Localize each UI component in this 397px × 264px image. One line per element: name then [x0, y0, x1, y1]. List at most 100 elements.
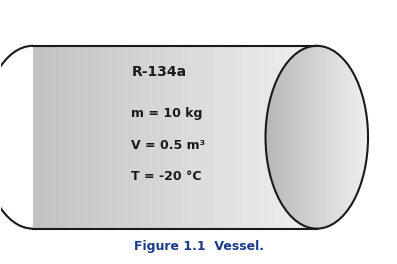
Bar: [100, 46, 104, 229]
Bar: [75, 46, 79, 229]
Bar: [90, 46, 93, 229]
Bar: [278, 46, 281, 229]
Bar: [339, 56, 341, 219]
Bar: [334, 51, 335, 223]
Bar: [356, 81, 358, 194]
Bar: [253, 46, 256, 229]
Bar: [315, 46, 317, 229]
Bar: [33, 46, 37, 229]
Bar: [256, 46, 260, 229]
Bar: [225, 46, 228, 229]
Bar: [40, 46, 44, 229]
Bar: [161, 46, 164, 229]
Bar: [303, 46, 306, 229]
Bar: [207, 46, 210, 229]
Bar: [318, 46, 320, 229]
Bar: [146, 46, 150, 229]
Bar: [303, 49, 305, 226]
Bar: [341, 57, 342, 217]
Bar: [278, 77, 279, 198]
Bar: [249, 46, 253, 229]
Bar: [150, 46, 154, 229]
Bar: [351, 70, 353, 204]
Bar: [349, 68, 351, 207]
Bar: [308, 47, 310, 228]
Bar: [260, 46, 264, 229]
Bar: [366, 121, 368, 154]
Bar: [118, 46, 121, 229]
Bar: [363, 101, 364, 174]
Bar: [295, 54, 296, 220]
Bar: [320, 46, 322, 228]
Bar: [358, 84, 359, 190]
Bar: [344, 61, 346, 214]
Bar: [239, 46, 242, 229]
Bar: [157, 46, 161, 229]
Bar: [310, 46, 313, 229]
Bar: [93, 46, 97, 229]
Bar: [136, 46, 139, 229]
Bar: [298, 51, 300, 223]
Bar: [306, 47, 308, 227]
Bar: [281, 70, 283, 204]
Bar: [271, 94, 272, 180]
Text: Figure 1.1  Vessel.: Figure 1.1 Vessel.: [133, 241, 264, 253]
Bar: [295, 46, 299, 229]
Text: R-134a: R-134a: [131, 65, 187, 79]
Bar: [281, 46, 285, 229]
Bar: [313, 46, 317, 229]
Bar: [104, 46, 108, 229]
Bar: [332, 50, 334, 224]
Bar: [61, 46, 65, 229]
Bar: [97, 46, 100, 229]
Bar: [51, 46, 54, 229]
Ellipse shape: [266, 46, 368, 229]
Bar: [72, 46, 75, 229]
Bar: [178, 46, 182, 229]
Bar: [269, 101, 271, 174]
Bar: [37, 46, 40, 229]
Bar: [235, 46, 239, 229]
Bar: [164, 46, 168, 229]
Bar: [114, 46, 118, 229]
Text: m = 10 kg: m = 10 kg: [131, 107, 203, 120]
Bar: [292, 46, 295, 229]
Bar: [299, 46, 303, 229]
Bar: [327, 48, 329, 227]
Bar: [285, 46, 288, 229]
Bar: [196, 46, 200, 229]
Bar: [313, 46, 315, 229]
Bar: [143, 46, 146, 229]
Bar: [286, 63, 288, 211]
Bar: [359, 89, 361, 185]
Bar: [361, 94, 363, 180]
Bar: [355, 77, 356, 198]
Bar: [288, 46, 292, 229]
Bar: [154, 46, 157, 229]
Bar: [121, 46, 125, 229]
Bar: [325, 47, 327, 227]
Bar: [231, 46, 235, 229]
Bar: [218, 46, 221, 229]
Bar: [125, 46, 129, 229]
Bar: [200, 46, 203, 229]
Text: V = 0.5 m³: V = 0.5 m³: [131, 139, 206, 152]
Bar: [347, 65, 349, 209]
Bar: [129, 46, 132, 229]
Bar: [214, 46, 218, 229]
Bar: [246, 46, 249, 229]
Bar: [65, 46, 68, 229]
Bar: [288, 61, 289, 214]
Bar: [305, 48, 306, 227]
Bar: [306, 46, 310, 229]
Bar: [296, 53, 298, 222]
Bar: [337, 54, 339, 220]
Bar: [58, 46, 61, 229]
Bar: [203, 46, 207, 229]
Bar: [289, 59, 291, 215]
Bar: [175, 46, 178, 229]
Bar: [221, 46, 225, 229]
Bar: [111, 46, 114, 229]
Bar: [86, 46, 90, 229]
Bar: [274, 84, 276, 190]
